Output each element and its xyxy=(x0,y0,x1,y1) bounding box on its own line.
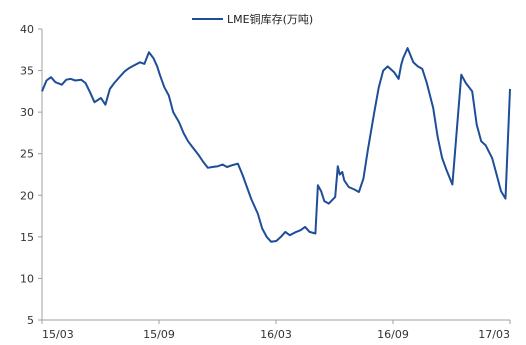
x-tick-label: 15/09 xyxy=(143,328,175,341)
y-tick-label: 5 xyxy=(27,314,34,327)
y-tick-label: 25 xyxy=(20,148,34,161)
legend: LME铜库存(万吨) xyxy=(192,12,313,26)
x-tick-label: 16/03 xyxy=(260,328,292,341)
y-tick-label: 40 xyxy=(20,23,34,36)
series-layer xyxy=(41,47,511,243)
legend-label: LME铜库存(万吨) xyxy=(227,12,313,26)
series-line-0 xyxy=(41,47,511,243)
x-tick-label: 17/03 xyxy=(478,328,510,341)
x-tick-label: 16/09 xyxy=(377,328,409,341)
y-tick-label: 10 xyxy=(20,272,34,285)
y-tick-label: 30 xyxy=(20,106,34,119)
y-axis-ticks: 5 10 15 20 25 30 35 40 xyxy=(20,23,42,327)
x-axis-ticks: 15/03 15/09 16/03 16/09 17/03 xyxy=(41,320,511,341)
y-tick-label: 20 xyxy=(20,189,34,202)
y-tick-label: 15 xyxy=(20,231,34,244)
y-tick-label: 35 xyxy=(20,65,34,78)
x-tick-label: 15/03 xyxy=(42,328,74,341)
